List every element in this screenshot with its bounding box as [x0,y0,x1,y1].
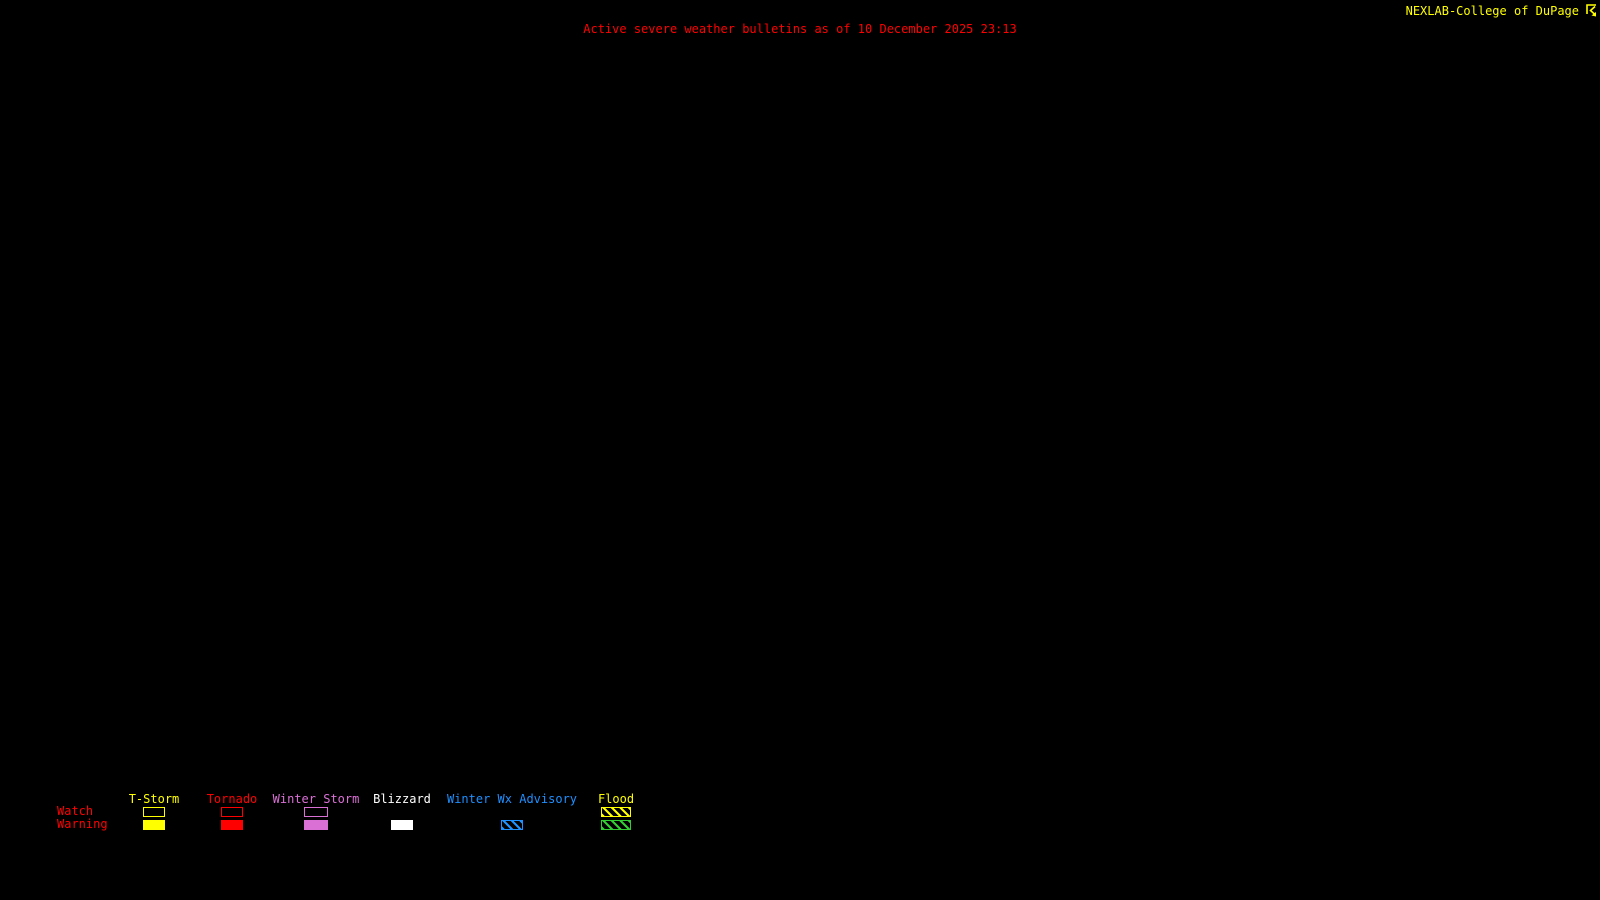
legend-row-label-watch: Watch [57,804,94,818]
legend-warning-slot-winter-wx-advisory [442,818,582,831]
legend-swatch-watch-flood [601,806,631,817]
legend-swatch-warning-tornado [221,819,243,830]
legend-column-flood: Flood [546,793,686,831]
attribution-text: NEXLAB-College of DuPage [1405,3,1579,18]
legend-watch-slot-flood [546,805,686,818]
legend-watch-slot-t-storm [84,805,224,818]
legend-swatch-warning-winter-storm [304,819,328,830]
nexlab-logo-icon [1586,4,1596,17]
legend-warning-slot-winter-storm [246,818,386,831]
legend-watch-slot-tornado [162,805,302,818]
legend-warning-slot-tornado [162,818,302,831]
legend-label-blizzard: Blizzard [373,792,431,806]
legend-warning-slot-t-storm [84,818,224,831]
legend-swatch-watch-winter-storm [304,806,328,817]
map-canvas [0,44,1600,784]
legend-swatch-watch-tornado [221,806,243,817]
legend-swatch-warning-t-storm [143,819,165,830]
legend-label-tornado: Tornado [206,792,258,806]
legend-column-winter-wx-advisory: Winter Wx Advisory [442,793,582,831]
legend-column-t-storm: T-Storm [84,793,224,831]
legend-row-label-warning: Warning [57,817,108,831]
legend-column-blizzard: Blizzard [332,793,472,831]
legend-swatch-watch-t-storm [143,806,165,817]
legend-label-winter-storm: Winter Storm [272,792,360,806]
legend-swatch-warning-blizzard [391,819,413,830]
legend: Watch Warning T-Storm Tornado Winter Storm… [0,793,1600,838]
legend-watch-slot-winter-storm [246,805,386,818]
attribution: NEXLAB-College of DuPage [1406,4,1597,17]
legend-column-tornado: Tornado [162,793,302,831]
map-title: Active severe weather bulletins as of 10… [583,22,1017,36]
legend-warning-slot-flood [546,818,686,831]
legend-column-winter-storm: Winter Storm [246,793,386,831]
legend-label-winter-wx-advisory: Winter Wx Advisory [446,792,578,806]
legend-swatch-warning-winter-wx-advisory [501,819,523,830]
legend-label-t-storm: T-Storm [128,792,180,806]
legend-warning-slot-blizzard [332,818,472,831]
legend-swatch-warning-flood [601,819,631,830]
legend-label-flood: Flood [597,792,635,806]
